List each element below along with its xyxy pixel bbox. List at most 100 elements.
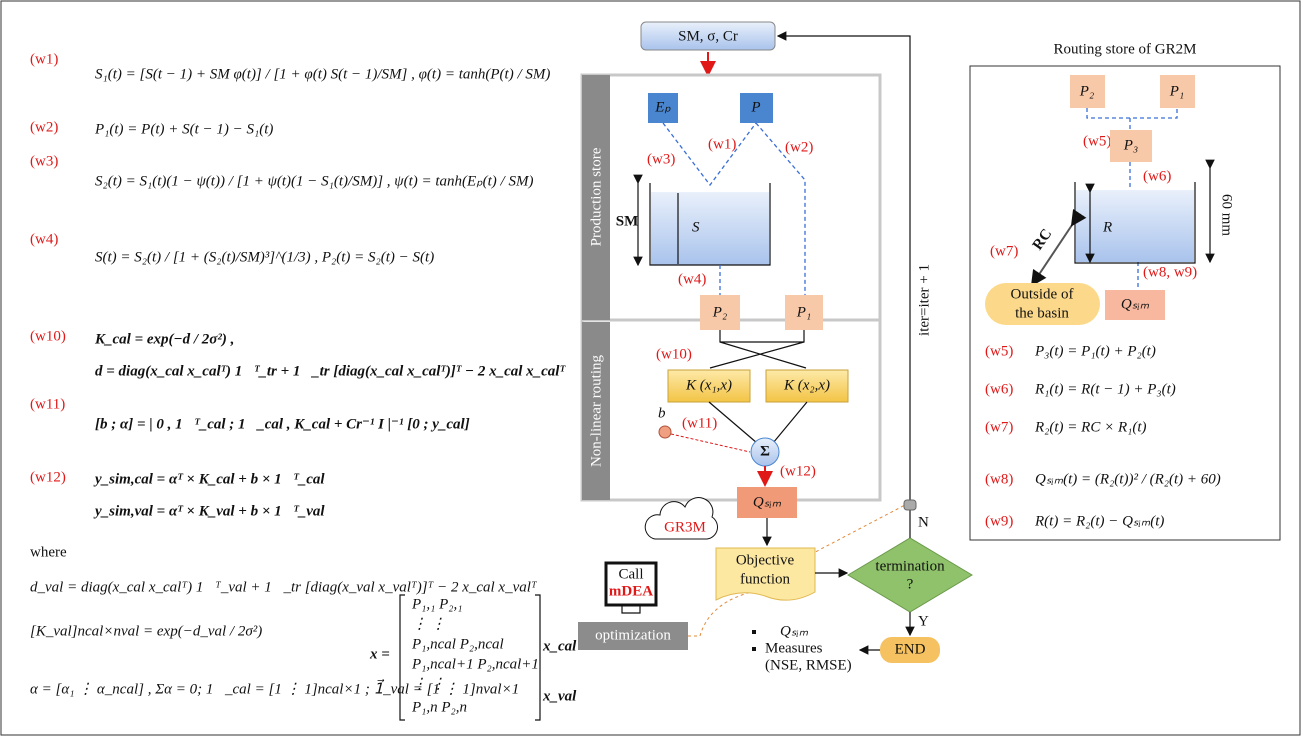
junction: [903, 499, 917, 511]
monitor: [604, 561, 658, 607]
p2: P₂: [712, 304, 727, 320]
equation: [b ; α] = | 0 , 1⃗ᵀ_cal ; 1⃗_cal , K_cal…: [95, 416, 470, 432]
cross: [709, 330, 807, 369]
iter: iter=iter + 1: [916, 264, 932, 336]
equation: Qₛᵢₘ(t) = (R₂(t))² / (R₂(t) + 60): [1035, 471, 1221, 487]
output: (NSE, RMSE): [765, 657, 852, 673]
qsim: Qₛᵢₘ: [753, 494, 782, 510]
objective: Objective: [736, 552, 795, 568]
routing-box: [969, 65, 1281, 541]
eq-label: (w5): [985, 343, 1013, 359]
eq-label: (w6): [985, 381, 1013, 397]
p1-box: [1160, 75, 1195, 108]
optimization: optimization: [595, 627, 671, 643]
b: b: [658, 405, 666, 421]
input-label: SM, σ, Cr: [678, 28, 738, 44]
section-label: Production store: [588, 147, 604, 246]
eq-label: (w1): [30, 51, 58, 67]
section-label: Non-linear routing: [588, 354, 604, 467]
eq-label: (w3): [30, 153, 58, 169]
w-label: (w6): [1143, 168, 1171, 184]
equation: α = [α₁ ⋮ α_ncal] , Σα = 0; 1⃗_cal = [1 …: [30, 679, 519, 698]
p3: P₃: [1123, 137, 1138, 153]
p-box: [740, 93, 773, 123]
kernel-box: [667, 369, 751, 403]
sigma: Σ: [760, 443, 770, 459]
tank-water: [1076, 190, 1194, 262]
mm: 60 mm: [1219, 194, 1235, 236]
w-label: (w10): [656, 346, 692, 362]
eq-label: (w12): [30, 469, 66, 485]
qsim-box: [1105, 290, 1165, 320]
s: S: [692, 219, 700, 235]
equation: R₁(t) = R(t − 1) + P₃(t): [1034, 381, 1176, 397]
rc-arrow: [1030, 208, 1087, 287]
monitor-stand: [621, 605, 641, 614]
p: P: [750, 99, 760, 115]
equation: y_sim,cal = αᵀ × K_cal + b × 1⃗ᵀ_cal: [93, 471, 325, 487]
routing-title: Routing store of GR2M: [1054, 41, 1197, 57]
w-label: (w2): [785, 139, 813, 155]
equation: S₂(t) = S₁(t)(1 − ψ(t)) / [1 + ψ(t)(1 − …: [95, 173, 533, 189]
matrix-part: x_val: [542, 688, 577, 704]
ep-box: [648, 93, 678, 123]
loop-arrow: [776, 31, 911, 538]
equation: P₃(t) = P₁(t) + P₂(t): [1034, 343, 1156, 359]
ep: Eₚ: [654, 99, 671, 115]
kernel-box: [765, 369, 849, 403]
outside: the basin: [1015, 305, 1069, 321]
equation: [K_val]ncal×nval = exp(−d_val / 2σ²): [30, 623, 262, 639]
equation: P₁(t) = P(t) + S(t − 1) − S₁(t): [94, 121, 273, 137]
tank-water: [651, 192, 769, 265]
eq-label: (w11): [30, 396, 65, 412]
outside: Outside of: [1011, 286, 1074, 302]
w-label: (w5): [1083, 133, 1111, 149]
p1: P₁: [1169, 83, 1184, 99]
rc: RC: [1030, 226, 1056, 253]
matrix-row: P₁,ncal+1 P₂,ncal+1: [411, 656, 539, 672]
equation: d = diag(x_cal x_calᵀ) 1⃗ᵀ_tr + 1⃗_tr [d…: [95, 363, 566, 379]
call: Call: [619, 566, 644, 582]
kernel: K (x₁,x): [685, 377, 732, 393]
equation: y_sim,val = αᵀ × K_val + b × 1⃗ᵀ_val: [93, 503, 325, 519]
equation: R₂(t) = RC × R₁(t): [1034, 419, 1146, 435]
termination: ?: [907, 576, 914, 592]
p1-box: [785, 295, 823, 330]
routing-store: Routing store of GR2M P₂ P₁ (w5) P₃ (w6)…: [969, 41, 1281, 541]
matrix-row: P₁,₁ P₂,₁: [411, 596, 462, 612]
side-bar: [582, 322, 610, 500]
w-label: (w1): [708, 136, 736, 152]
branch-y: Y: [918, 613, 929, 629]
end-box: [880, 637, 940, 663]
flow: [708, 401, 808, 444]
termination-node: [847, 537, 973, 613]
branch-n: N: [918, 514, 929, 530]
w-label: (w4): [678, 271, 706, 287]
termination: termination: [875, 558, 945, 574]
input-box: [640, 21, 776, 51]
w-label: (w3): [647, 151, 675, 167]
bullet: [752, 647, 756, 651]
where: where: [30, 544, 67, 560]
w-label: (w12): [780, 463, 816, 479]
bias: [658, 425, 672, 439]
equations: (w1) S₁(t) = [S(t − 1) + SM φ(t)] / [1 +…: [30, 51, 577, 721]
qsim-box: [737, 487, 797, 518]
p2-box: [700, 295, 740, 330]
optimization-box: [578, 622, 688, 650]
matrix-row: ⋮ ⋮: [412, 676, 446, 692]
bullet: [752, 630, 756, 634]
output: Qₛᵢₘ: [780, 623, 809, 639]
w-label: (w8, w9): [1143, 264, 1197, 280]
equation: S₁(t) = [S(t − 1) + SM φ(t)] / [1 + φ(t)…: [95, 66, 550, 82]
equation: d_val = diag(x_cal x_calᵀ) 1⃗ᵀ_val + 1⃗_…: [30, 579, 538, 595]
outside-box: [985, 283, 1100, 325]
p3-box: [1110, 130, 1152, 162]
objective-box: [715, 547, 816, 601]
kernel: K (x₂,x): [783, 377, 830, 393]
objective: function: [740, 571, 790, 587]
r: R: [1102, 219, 1112, 235]
mdea: mDEA: [609, 583, 653, 599]
cloud: [644, 497, 718, 540]
